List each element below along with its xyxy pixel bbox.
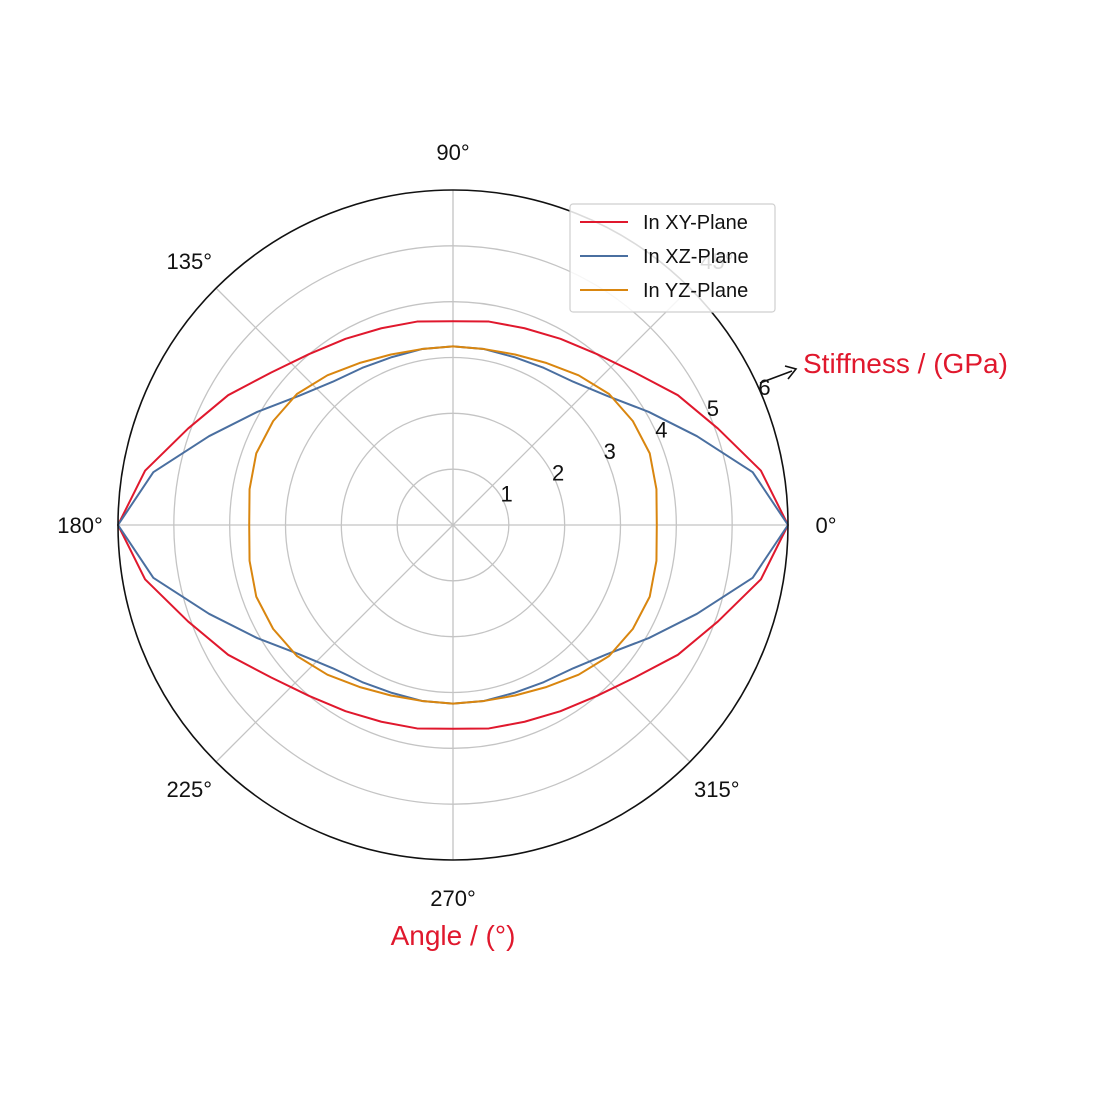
angular-tick-label: 270° [430,886,476,911]
angular-tick-label: 0° [815,513,836,538]
legend: In XY-Plane In XZ-Plane In YZ-Plane [569,203,776,313]
legend-item-yz: In YZ-Plane [580,280,748,302]
legend-label: In XZ-Plane [643,246,749,268]
angular-gridline [452,524,691,763]
angular-tick-label: 135° [166,249,212,274]
series-line [248,345,658,705]
radial-tick-label: 2 [552,460,564,485]
angular-gridline [215,287,454,526]
radial-axis-arrow-head [784,365,798,380]
grid [118,190,788,860]
angular-tick-label: 315° [694,777,740,802]
radial-axis-label: Stiffness / (GPa) [803,348,1008,379]
angular-axis-label: Angle / (°) [391,920,516,951]
radial-tick-label: 6 [758,375,770,400]
radial-axis-title: Stiffness / (GPa) [759,348,1008,384]
legend-item-xy: In XY-Plane [580,212,748,234]
radial-axis-arrow-line [759,370,793,384]
angular-tick-label: 225° [166,777,212,802]
legend-label: In XY-Plane [643,212,748,234]
radial-tick-label: 3 [604,439,616,464]
angular-gridline [215,524,454,763]
legend-frame [569,203,776,313]
radial-tick-label: 1 [500,482,512,507]
legend-item-xz: In XZ-Plane [580,246,749,268]
radial-tick-label: 5 [707,396,719,421]
legend-label: In YZ-Plane [643,280,748,302]
angular-tick-label: 90° [436,140,469,165]
angular-gridline [452,287,691,526]
radial-tick-label: 4 [655,418,667,443]
outer-ring [117,189,789,861]
angular-tick-label: 180° [57,513,103,538]
